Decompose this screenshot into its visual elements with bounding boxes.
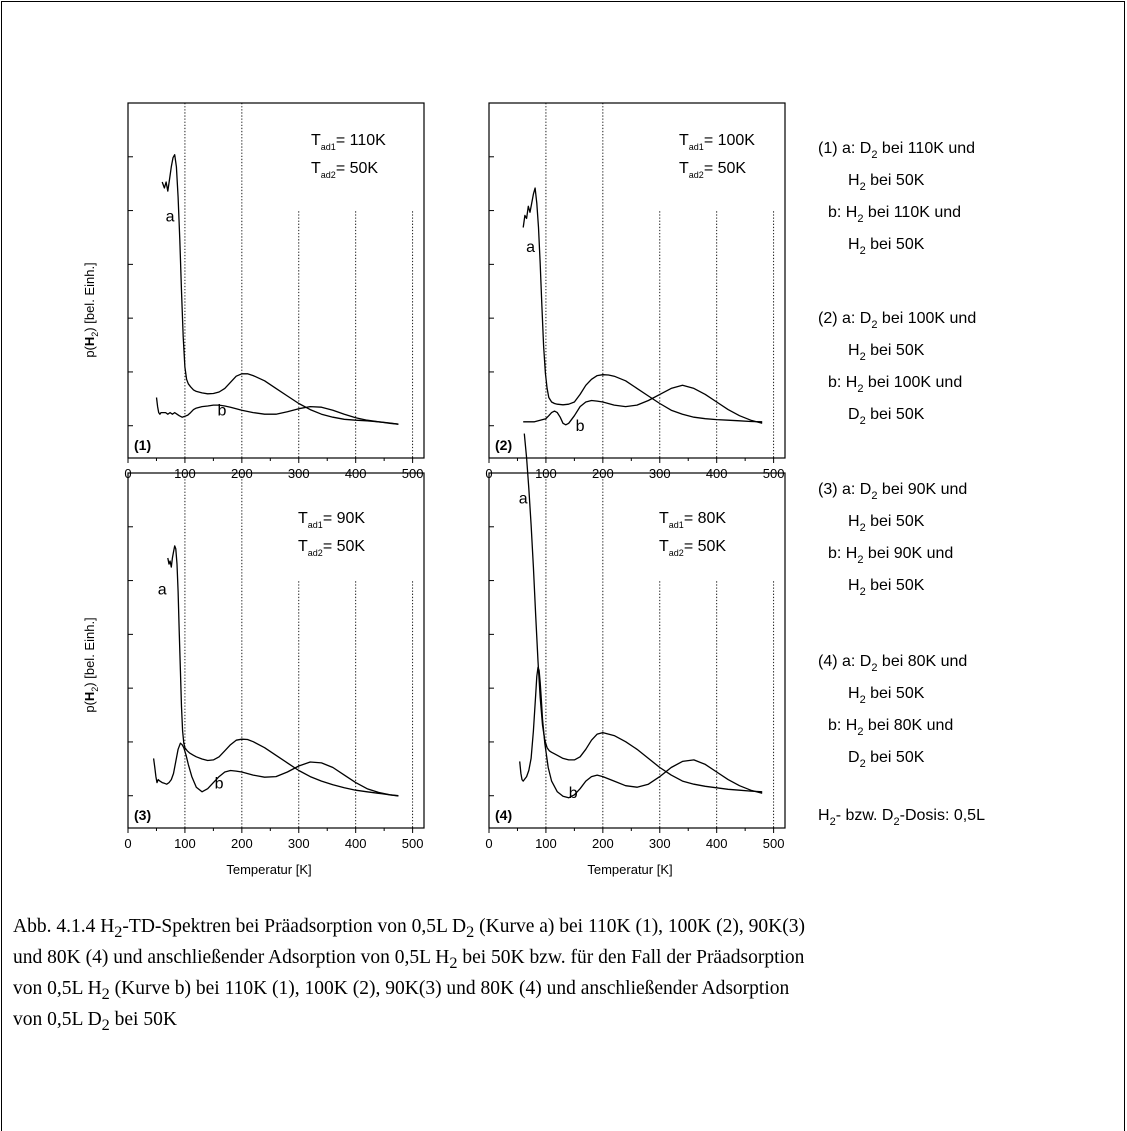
panel-group: 0 100 200 300 400 500 a b (1) Tad1= 110K Tad2= 50K… <box>124 102 786 851</box>
caption-line-2: und 80K (4) und anschließender Adsorptio… <box>13 946 805 972</box>
legend-line: H2 bei 50K <box>848 342 925 363</box>
curve-label-b: b <box>576 418 585 435</box>
panel-3: 0 100 200 300 400 500 a b (3) Tad1= 90K Tad2= 50K <box>124 472 425 851</box>
xlabel-left: Temperatur [K] <box>226 862 311 877</box>
x-tick-label-200: 200 <box>592 836 614 851</box>
annotation-tad1: Tad1= 90K <box>298 510 365 530</box>
legend-line: b: H2 bei 110K und <box>828 204 961 225</box>
figure-caption: Abb. 4.1.4 H2-TD-Spektren bei Präadsorpt… <box>13 914 1118 1038</box>
annotation-tad1: Tad1= 80K <box>659 510 726 530</box>
curve-label-a: a <box>526 239 535 256</box>
ylabel-bottom: p(H2) [bel. Einh.] <box>82 617 100 712</box>
plot-frame <box>488 472 786 829</box>
plot-frame <box>127 472 425 829</box>
ylabel-top: p(H2) [bel. Einh.] <box>82 262 100 357</box>
curve-label-a: a <box>519 490 528 507</box>
curve-label-b: b <box>569 785 578 802</box>
legend-line: b: H2 bei 80K und <box>828 717 953 738</box>
annotation-tad1: Tad1= 100K <box>679 132 755 152</box>
curve-label-b: b <box>217 403 226 420</box>
plot-frame <box>127 102 425 459</box>
x-tick-label-100: 100 <box>535 836 557 851</box>
annotation-tad2: Tad2= 50K <box>298 538 365 558</box>
legend-line: (2) a: D2 bei 100K und <box>818 310 976 331</box>
xlabel-right: Temperatur [K] <box>587 862 672 877</box>
caption-line-3: von 0,5L H2 (Kurve b) bei 110K (1), 100K… <box>13 977 790 1003</box>
x-tick-label-500: 500 <box>402 836 424 851</box>
annotation-tad2: Tad2= 50K <box>659 538 726 558</box>
panel-label: (3) <box>134 807 151 823</box>
annotation-tad1: Tad1= 110K <box>311 132 386 152</box>
legend-line: H2 bei 50K <box>848 172 925 193</box>
annotation-tad2: Tad2= 50K <box>311 160 378 180</box>
panel-label: (2) <box>495 437 512 453</box>
series-a-line <box>167 545 399 797</box>
series-b-line <box>523 384 763 426</box>
curve-label-b: b <box>215 776 224 793</box>
legend-line: b: H2 bei 100K und <box>828 374 962 395</box>
caption-line-1: Abb. 4.1.4 H2-TD-Spektren bei Präadsorpt… <box>13 916 805 941</box>
caption-line-4: von 0,5L D2 bei 50K <box>13 1008 177 1034</box>
x-tick-label-0: 0 <box>485 836 492 851</box>
dose-text: H2- bzw. D2-Dosis: 0,5L <box>818 807 985 828</box>
series-a-line <box>523 433 763 793</box>
curve-label-a: a <box>158 581 167 598</box>
legend-line: (3) a: D2 bei 90K und <box>818 481 967 502</box>
series-a-line <box>161 154 399 425</box>
legend-line: (1) a: D2 bei 110K und <box>818 140 975 161</box>
legend-line: H2 bei 50K <box>848 513 925 534</box>
x-tick-label-400: 400 <box>706 836 728 851</box>
td-spectra-figure: 0 100 200 300 400 500 a b (1) Tad1= 110K Tad2= 50K… <box>82 102 985 877</box>
x-tick-label-300: 300 <box>649 836 671 851</box>
x-tick-label-500: 500 <box>763 836 785 851</box>
x-tick-label-100: 100 <box>174 836 196 851</box>
plot-frame <box>488 102 786 459</box>
series-b-line <box>519 666 763 799</box>
x-tick-label-200: 200 <box>231 836 253 851</box>
legend-line: H2 bei 50K <box>848 577 925 598</box>
panel-4: 0 100 200 300 400 500 a b (4) Tad1= 80K Tad2= 50K <box>485 433 786 851</box>
curve-label-a: a <box>166 208 175 225</box>
panel-label: (4) <box>495 807 512 823</box>
x-tick-label-400: 400 <box>345 836 367 851</box>
legend-line: D2 bei 50K <box>848 406 925 427</box>
legend-line: (4) a: D2 bei 80K und <box>818 653 967 674</box>
annotation-tad2: Tad2= 50K <box>679 160 746 180</box>
series-b-line <box>152 742 399 797</box>
legend-line: b: H2 bei 90K und <box>828 545 953 566</box>
series-a-line <box>522 187 763 423</box>
legend-line: D2 bei 50K <box>848 749 925 770</box>
panel-label: (1) <box>134 437 151 453</box>
legend-line: H2 bei 50K <box>848 685 925 706</box>
series-b-line <box>155 397 399 425</box>
legend-line: H2 bei 50K <box>848 236 925 257</box>
legend: (1) a: D2 bei 110K und H2 bei 50K b: H2 be… <box>818 140 976 770</box>
x-tick-label-300: 300 <box>288 836 310 851</box>
x-tick-label-0: 0 <box>124 836 131 851</box>
